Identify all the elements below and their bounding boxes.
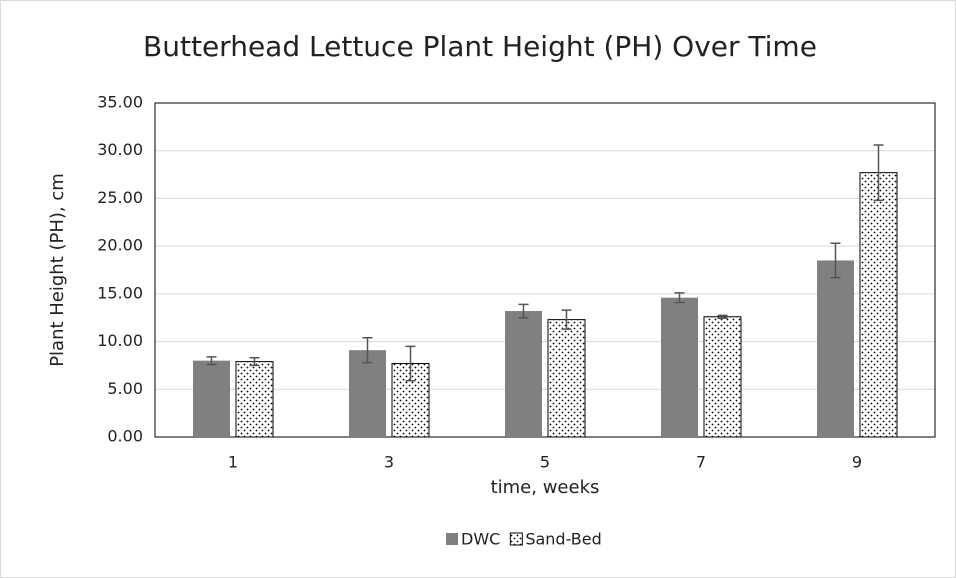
error-bar [830, 242, 841, 279]
error-bar [674, 292, 685, 304]
legend-label: Sand-Bed [525, 530, 601, 549]
y-tick-label: 0.00 [107, 427, 143, 446]
bar [547, 319, 586, 438]
y-tick-label: 15.00 [97, 283, 143, 302]
bar [505, 311, 542, 437]
error-bar [206, 356, 217, 366]
y-tick-label: 30.00 [97, 140, 143, 159]
chart-title: Butterhead Lettuce Plant Height (PH) Ove… [143, 30, 817, 63]
bar [661, 297, 698, 437]
legend-swatch [446, 533, 458, 545]
bar [235, 361, 274, 438]
x-tick-label: 9 [852, 453, 862, 472]
y-axis-title: Plant Height (PH), cm [47, 173, 68, 367]
bar [193, 360, 230, 437]
y-tick-label: 25.00 [97, 188, 143, 207]
x-tick-label: 1 [228, 453, 238, 472]
x-tick-label: 7 [696, 453, 706, 472]
bar [817, 260, 854, 437]
error-bar [561, 309, 572, 330]
bar [349, 350, 386, 437]
legend-label: DWC [461, 530, 500, 549]
x-tick-label: 5 [540, 453, 550, 472]
error-bar [405, 345, 416, 382]
y-tick-label: 10.00 [97, 331, 143, 350]
error-bar [717, 314, 728, 319]
bar [391, 363, 430, 438]
legend-swatch [509, 532, 523, 546]
error-bar [518, 303, 529, 319]
y-tick-label: 20.00 [97, 236, 143, 255]
error-bar [362, 337, 373, 364]
bar [703, 316, 742, 438]
error-bar [249, 357, 260, 367]
bar [859, 172, 898, 438]
y-tick-label: 5.00 [107, 379, 143, 398]
plot-frame [154, 102, 936, 438]
x-tick-label: 3 [384, 453, 394, 472]
x-axis-title: time, weeks [491, 477, 600, 498]
y-tick-label: 35.00 [97, 93, 143, 112]
error-bar [873, 144, 884, 202]
